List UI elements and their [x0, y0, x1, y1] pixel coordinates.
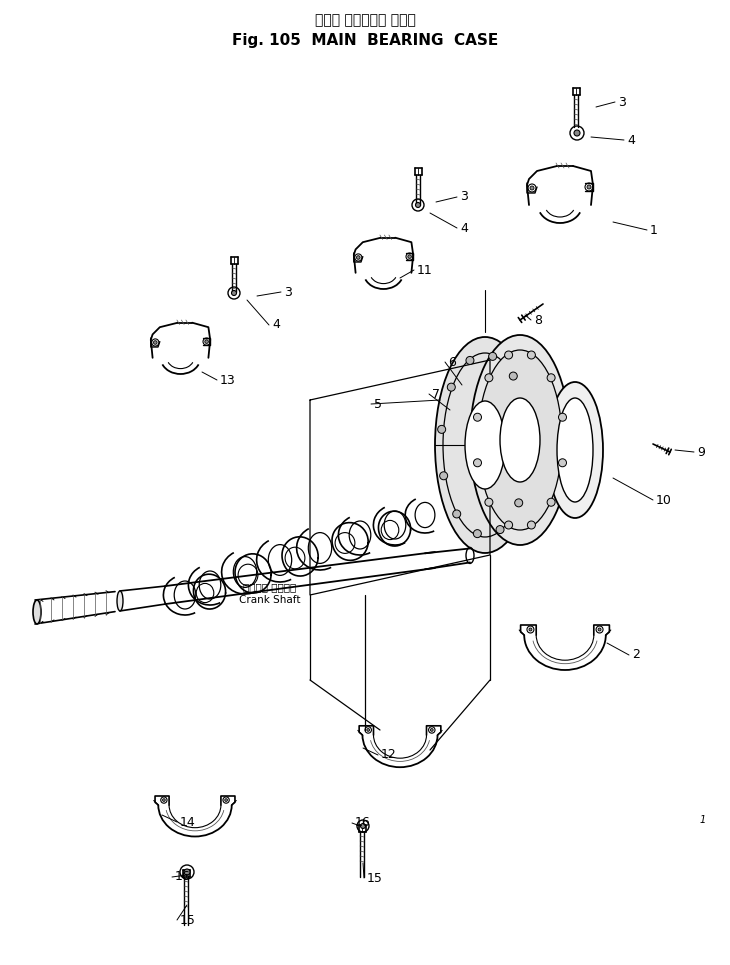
Text: 4: 4 [627, 133, 635, 147]
Ellipse shape [478, 350, 562, 530]
Circle shape [504, 351, 512, 359]
Circle shape [598, 628, 601, 631]
Circle shape [438, 426, 446, 433]
Circle shape [447, 383, 456, 391]
Circle shape [205, 340, 208, 344]
Text: 3: 3 [284, 286, 292, 298]
Ellipse shape [33, 600, 41, 624]
Circle shape [496, 526, 504, 534]
Text: 13: 13 [220, 373, 236, 387]
Circle shape [510, 372, 518, 380]
Circle shape [558, 458, 566, 467]
Text: 16: 16 [175, 870, 191, 884]
Text: クランク シャフト: クランク シャフト [243, 582, 296, 592]
Text: 6: 6 [448, 355, 456, 369]
Circle shape [523, 410, 531, 418]
Text: メイン ベアリング ケース: メイン ベアリング ケース [315, 13, 415, 27]
Text: Crank Shaft: Crank Shaft [239, 595, 301, 605]
Circle shape [527, 521, 535, 529]
Circle shape [408, 255, 412, 259]
Circle shape [547, 373, 555, 382]
Circle shape [527, 351, 535, 359]
Text: 1: 1 [650, 224, 658, 236]
Text: 10: 10 [656, 493, 672, 507]
Ellipse shape [500, 398, 540, 482]
Circle shape [547, 498, 555, 507]
Text: 3: 3 [460, 190, 468, 204]
Text: 1: 1 [700, 815, 706, 825]
Text: 16: 16 [355, 816, 371, 830]
Ellipse shape [465, 401, 505, 489]
Circle shape [453, 510, 461, 518]
Text: 11: 11 [417, 263, 433, 277]
Ellipse shape [547, 382, 603, 518]
Ellipse shape [557, 398, 593, 502]
Circle shape [515, 499, 523, 507]
Text: Fig. 105  MAIN  BEARING  CASE: Fig. 105 MAIN BEARING CASE [232, 33, 498, 47]
Circle shape [485, 373, 493, 382]
Circle shape [587, 185, 591, 189]
Circle shape [415, 203, 420, 207]
Circle shape [231, 290, 237, 295]
Text: 9: 9 [697, 446, 705, 458]
Text: 15: 15 [180, 914, 196, 926]
Circle shape [225, 799, 228, 801]
Circle shape [529, 628, 532, 631]
Text: 15: 15 [367, 871, 383, 885]
Circle shape [485, 498, 493, 507]
Circle shape [504, 521, 512, 529]
Circle shape [431, 729, 433, 731]
Text: 12: 12 [381, 749, 396, 761]
Circle shape [473, 530, 481, 538]
Circle shape [163, 799, 165, 801]
Circle shape [558, 413, 566, 422]
Text: 7: 7 [432, 388, 440, 400]
Circle shape [474, 413, 482, 422]
Ellipse shape [435, 337, 535, 553]
Text: 2: 2 [632, 648, 640, 661]
Circle shape [488, 352, 496, 360]
Circle shape [153, 341, 157, 345]
Text: 5: 5 [374, 398, 382, 410]
Circle shape [184, 869, 190, 875]
Text: 4: 4 [460, 222, 468, 234]
Circle shape [466, 356, 474, 365]
Ellipse shape [470, 335, 570, 545]
Text: 14: 14 [180, 815, 196, 829]
Circle shape [361, 823, 366, 829]
Circle shape [356, 256, 360, 260]
Ellipse shape [117, 591, 123, 611]
Text: 4: 4 [272, 318, 280, 332]
Text: 8: 8 [534, 314, 542, 326]
Circle shape [474, 458, 482, 467]
Text: 3: 3 [618, 96, 626, 108]
Circle shape [530, 186, 534, 190]
Circle shape [524, 456, 532, 464]
Circle shape [439, 472, 447, 480]
Circle shape [366, 729, 369, 731]
Circle shape [574, 130, 580, 136]
